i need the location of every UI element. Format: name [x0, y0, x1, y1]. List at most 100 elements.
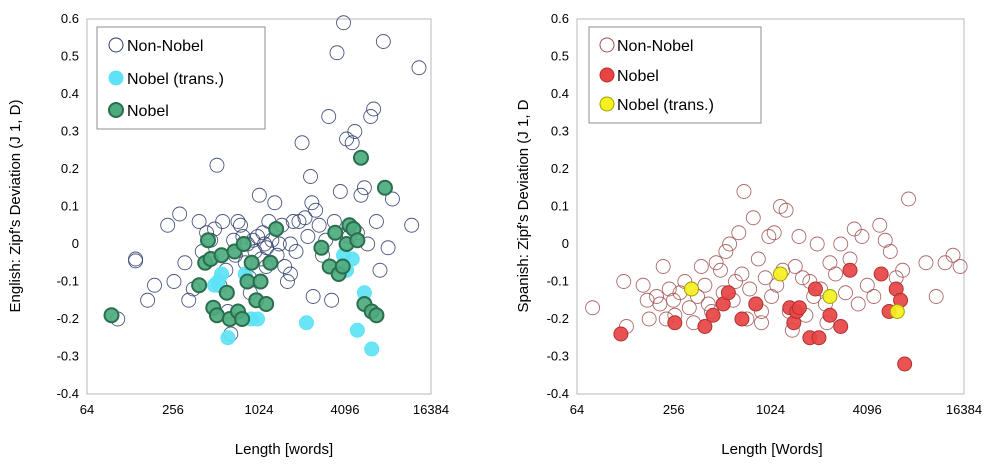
point-non-nobel — [846, 221, 862, 237]
point-non-nobel — [372, 262, 388, 278]
point-nobel-trans — [683, 281, 699, 297]
point-non-nobel — [347, 124, 363, 139]
x-tick-label: 256 — [162, 402, 184, 417]
x-tick-label: 16384 — [413, 402, 449, 417]
point-non-nobel — [761, 229, 777, 244]
point-non-nobel — [191, 214, 207, 229]
point-non-nobel — [285, 214, 301, 229]
point-non-nobel — [778, 202, 794, 218]
point-non-nobel — [233, 217, 248, 233]
point-non-nobel — [895, 262, 911, 278]
legend-label-nobel-trans-es: Nobel (trans.) — [617, 97, 714, 114]
point-non-nobel — [251, 187, 267, 203]
plot-area-spanish — [576, 18, 965, 395]
point-nobel-trans — [772, 266, 788, 282]
point-non-nobel — [850, 296, 866, 312]
point-non-nobel — [300, 229, 316, 244]
legend-box-spanish — [588, 26, 762, 124]
legend-label-nobel: Nobel — [127, 103, 169, 120]
point-non-nobel — [764, 289, 780, 304]
point-non-nobel — [308, 202, 324, 218]
point-nobel — [208, 307, 225, 324]
point-non-nobel — [215, 214, 231, 229]
point-nobel — [667, 315, 683, 331]
point-non-nobel — [353, 187, 369, 203]
point-nobel — [213, 247, 230, 264]
point-non-nobel — [344, 135, 360, 151]
point-non-nobel — [757, 270, 773, 286]
x-tick-label: 1024 — [756, 402, 785, 417]
y-tick-label: -0.1 — [547, 274, 569, 289]
point-non-nobel — [872, 217, 888, 233]
point-non-nobel — [324, 292, 340, 308]
y-tick-label: 0.3 — [551, 124, 569, 139]
y-tick-label: 0.2 — [61, 161, 79, 176]
points-english — [103, 15, 427, 357]
point-non-nobel — [363, 109, 379, 124]
legend-marker-nobel-trans — [108, 70, 124, 86]
point-nobel — [199, 232, 216, 249]
point-nobel — [258, 296, 275, 312]
point-non-nobel — [945, 247, 961, 263]
point-nobel — [262, 254, 279, 271]
point-nobel — [897, 356, 913, 372]
y-tick-label: 0.1 — [551, 199, 569, 214]
point-non-nobel — [795, 270, 810, 286]
point-non-nobel — [772, 199, 788, 214]
point-non-nobel — [282, 236, 298, 252]
point-non-nobel — [736, 184, 752, 199]
y-tick-label: 0.5 — [61, 49, 79, 64]
x-tick-label: 4096 — [331, 402, 360, 417]
point-non-nobel — [838, 285, 853, 301]
point-non-nobel — [230, 214, 246, 229]
point-nobel — [376, 179, 393, 196]
point-non-nobel — [305, 289, 321, 304]
point-non-nobel — [718, 244, 734, 259]
point-nobel — [191, 277, 208, 294]
point-non-nobel — [639, 292, 655, 308]
point-nobel — [103, 307, 120, 324]
point-nobel — [833, 319, 849, 334]
point-non-nobel — [257, 236, 273, 252]
legend-label-non-nobel: Non-Nobel — [127, 38, 203, 55]
point-non-nobel — [209, 157, 225, 173]
point-nobel-trans — [349, 322, 365, 338]
point-non-nobel — [250, 229, 265, 244]
point-nobel — [705, 307, 721, 323]
legend-label-nobel-es: Nobel — [617, 68, 659, 85]
y-tick-label: 0.5 — [551, 49, 569, 64]
y-tick-label: 0.6 — [551, 11, 569, 26]
point-nobel — [352, 149, 369, 166]
point-non-nobel — [787, 259, 803, 274]
y-ticks-english: -0.4 -0.3 -0.2 -0.1 0 0.1 0.2 0.3 0.4 0.5 0.6 — [57, 11, 79, 401]
point-nobel — [873, 266, 889, 282]
y-axis-label-english: English: Zipf's Deviation (J 1, D) — [7, 100, 24, 313]
point-non-nobel — [411, 60, 427, 76]
chart-english: -0.4 -0.3 -0.2 -0.1 0 0.1 0.2 0.3 0.4 0.5 0.6 64 25… — [7, 11, 449, 458]
point-non-nobel — [952, 259, 968, 274]
point-non-nobel — [809, 236, 825, 252]
x-tick-label: 4096 — [853, 402, 882, 417]
point-non-nobel — [166, 274, 182, 289]
point-nobel — [235, 236, 252, 252]
point-non-nobel — [928, 289, 944, 304]
x-axis-label-spanish: Length [Words] — [721, 441, 822, 458]
x-tick-label: 256 — [663, 402, 685, 417]
y-tick-label: -0.3 — [57, 349, 79, 364]
point-non-nobel — [791, 229, 807, 244]
x-axis-label-english: Length [words] — [235, 441, 333, 458]
point-non-nobel — [172, 206, 188, 222]
point-nobel — [613, 326, 629, 342]
point-non-nobel — [681, 300, 697, 316]
point-non-nobel — [822, 255, 838, 271]
legend-label-non-nobel-es: Non-Nobel — [617, 38, 693, 55]
point-nobel — [334, 258, 351, 275]
point-non-nobel — [288, 244, 304, 259]
point-non-nobel — [297, 210, 313, 226]
point-non-nobel — [745, 210, 761, 226]
point-nobel-trans — [250, 311, 266, 327]
point-non-nobel — [282, 266, 298, 282]
y-tick-label: -0.3 — [547, 349, 569, 364]
y-axis-label-spanish: Spanish: Zipf's Deviation (J 1, D — [515, 99, 532, 312]
